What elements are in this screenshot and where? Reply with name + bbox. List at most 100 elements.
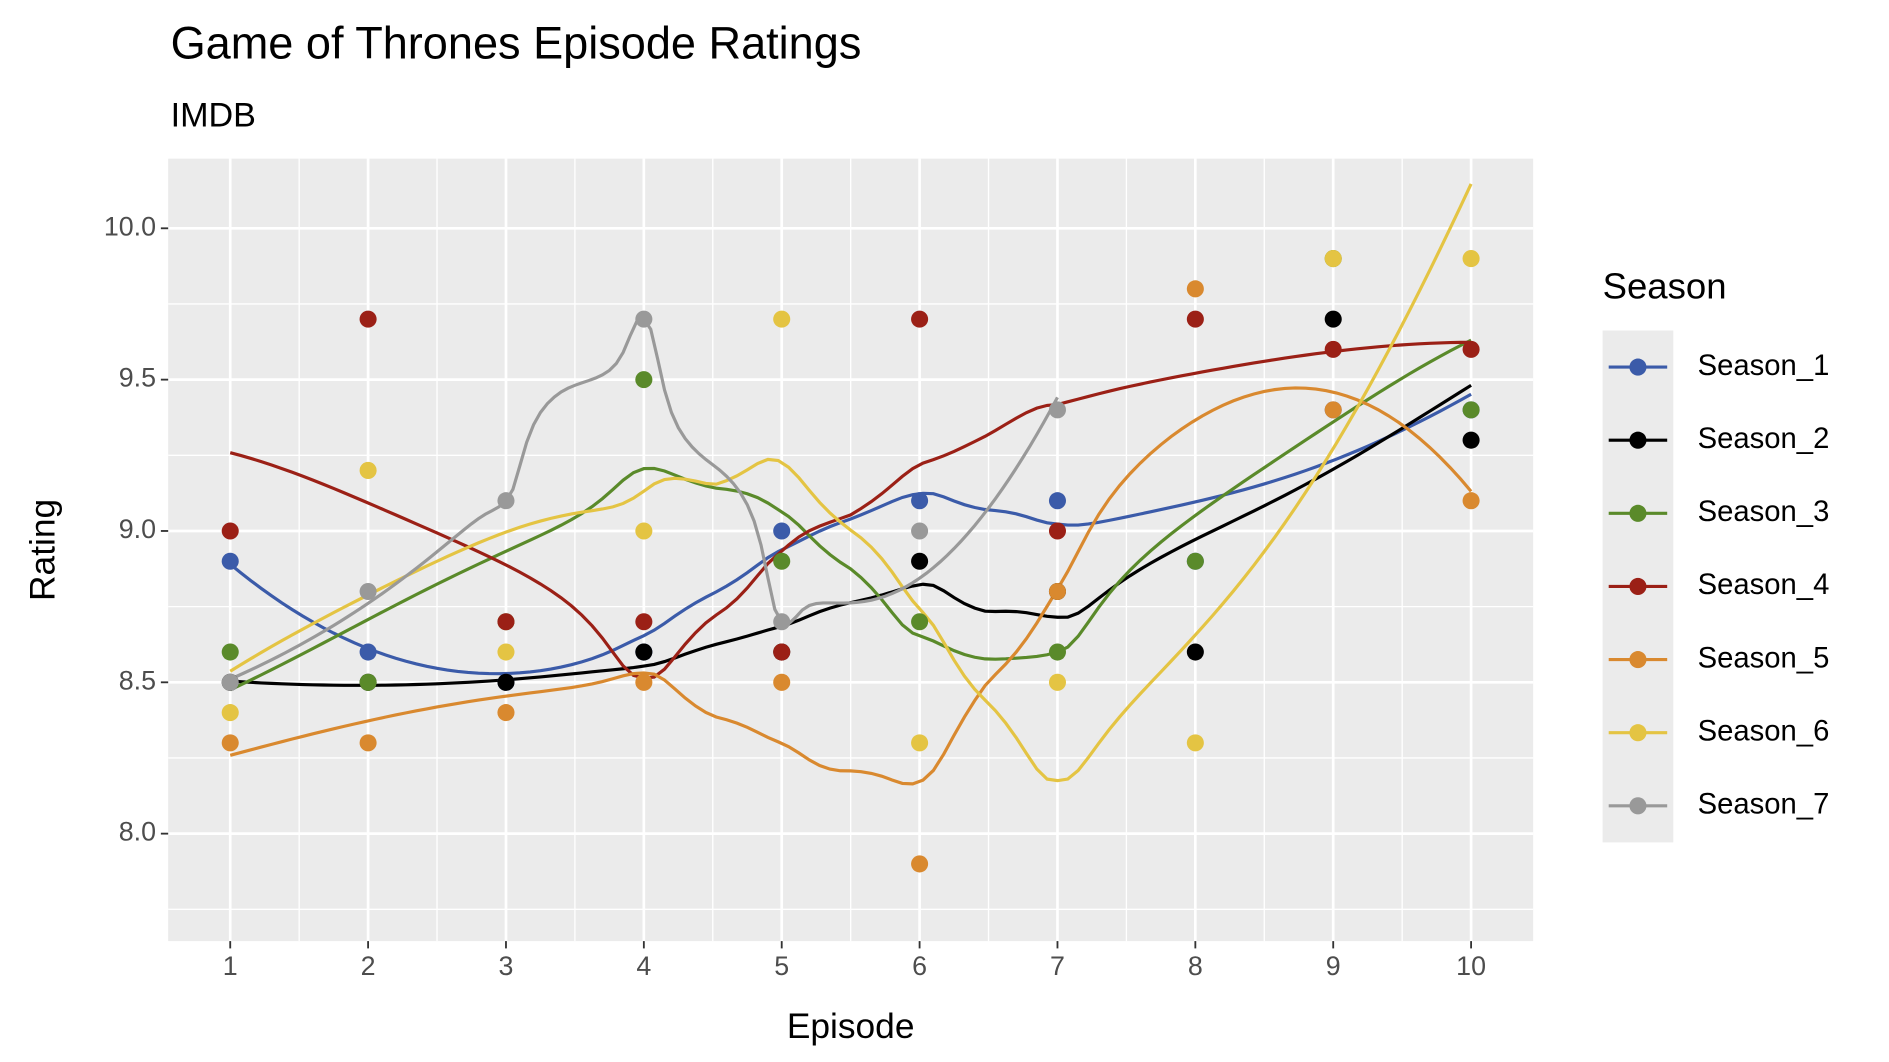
data-point — [773, 643, 791, 661]
data-point — [773, 522, 791, 540]
data-point — [1186, 552, 1204, 570]
data-point — [1048, 643, 1067, 661]
chart-title: Game of Thrones Episode Ratings — [171, 17, 862, 68]
data-point — [497, 673, 515, 691]
data-point — [911, 522, 929, 540]
x-tick-label: 4 — [636, 951, 651, 981]
data-point — [221, 704, 239, 722]
x-tick-label: 10 — [1456, 951, 1486, 981]
x-tick-label: 3 — [499, 951, 514, 981]
data-point — [1324, 250, 1342, 268]
smooth-curve — [229, 183, 1473, 783]
legend-point — [1629, 797, 1647, 815]
data-point — [359, 643, 377, 661]
data-point — [635, 613, 653, 631]
legend-point — [1629, 358, 1647, 376]
data-point — [1462, 492, 1480, 510]
data-point — [1048, 492, 1067, 510]
data-point — [635, 371, 653, 389]
x-tick-label: 5 — [774, 951, 789, 981]
data-point — [1324, 401, 1342, 419]
legend-label: Season_3 — [1698, 496, 1830, 528]
y-tick-label: 9.5 — [119, 363, 156, 393]
data-point — [911, 492, 929, 510]
legend-label: Season_1 — [1698, 350, 1830, 382]
chart-subtitle: IMDB — [171, 96, 256, 134]
smooth-curve — [229, 392, 1472, 676]
data-point — [773, 552, 791, 570]
legend-title: Season — [1603, 266, 1727, 307]
data-point — [359, 461, 377, 479]
data-point — [1324, 310, 1342, 328]
data-point — [221, 552, 239, 570]
axes: 8.0 8.5 9.0 9.5 10.0 1 2 3 4 5 6 7 8 9 10 — [104, 211, 1486, 981]
data-point — [497, 613, 515, 631]
legend-label: Season_4 — [1698, 569, 1830, 601]
data-point — [359, 734, 377, 752]
data-point — [1186, 280, 1204, 298]
x-tick-label: 9 — [1326, 951, 1341, 981]
legend-point — [1629, 577, 1647, 595]
legend-label: Season_6 — [1698, 715, 1830, 747]
x-tick-label: 8 — [1188, 951, 1203, 981]
data-point — [221, 643, 239, 661]
legend-point — [1629, 651, 1647, 669]
data-point — [1186, 643, 1204, 661]
data-point — [773, 673, 791, 691]
x-tick-label: 1 — [223, 951, 238, 981]
data-point — [1186, 310, 1204, 328]
data-point — [497, 704, 515, 722]
data-point — [1048, 522, 1067, 540]
y-tick-label: 8.5 — [119, 665, 156, 695]
data-point — [635, 522, 653, 540]
x-tick-label: 6 — [912, 951, 927, 981]
data-point — [359, 582, 377, 601]
data-point — [773, 613, 791, 631]
legend-point — [1629, 724, 1647, 742]
data-point — [635, 643, 653, 661]
legend-label: Season_2 — [1698, 423, 1830, 455]
data-point — [911, 552, 929, 570]
data-point — [359, 673, 377, 691]
data-point — [911, 734, 929, 752]
x-tick-label: 2 — [361, 951, 376, 981]
data-point — [221, 522, 239, 540]
curves — [229, 183, 1473, 786]
data-point — [1462, 340, 1480, 358]
y-tick-label: 9.0 — [119, 514, 156, 544]
data-point — [1462, 250, 1480, 268]
data-point — [1048, 401, 1067, 419]
legend: Season_1 Season_2 Season_3 Season_4 Season_5… — [1602, 330, 1830, 843]
data-point — [1186, 734, 1204, 752]
data-point — [359, 310, 377, 328]
x-tick-label: 7 — [1050, 951, 1065, 981]
data-point — [497, 492, 515, 510]
data-point — [1462, 401, 1480, 419]
smooth-curve — [229, 340, 1472, 680]
data-point — [1048, 582, 1067, 601]
data-point — [221, 673, 239, 691]
data-point — [635, 310, 653, 328]
y-axis-title: Rating — [23, 499, 62, 601]
smooth-curve — [229, 338, 1472, 692]
data-point — [1324, 340, 1342, 358]
data-point — [1462, 431, 1480, 449]
data-point — [773, 310, 791, 328]
x-axis-title: Episode — [787, 1007, 915, 1046]
data-point — [497, 643, 515, 661]
data-point — [911, 310, 929, 328]
legend-label: Season_5 — [1698, 642, 1830, 674]
y-tick-label: 10.0 — [104, 211, 156, 241]
smooth-curve — [229, 386, 1473, 786]
legend-point — [1629, 504, 1647, 522]
legend-point — [1629, 431, 1647, 449]
points — [221, 250, 1480, 873]
legend-label: Season_7 — [1698, 789, 1830, 821]
data-point — [1048, 673, 1067, 691]
data-point — [221, 734, 239, 752]
data-point — [911, 613, 929, 631]
data-point — [911, 855, 929, 873]
data-point — [635, 673, 653, 691]
